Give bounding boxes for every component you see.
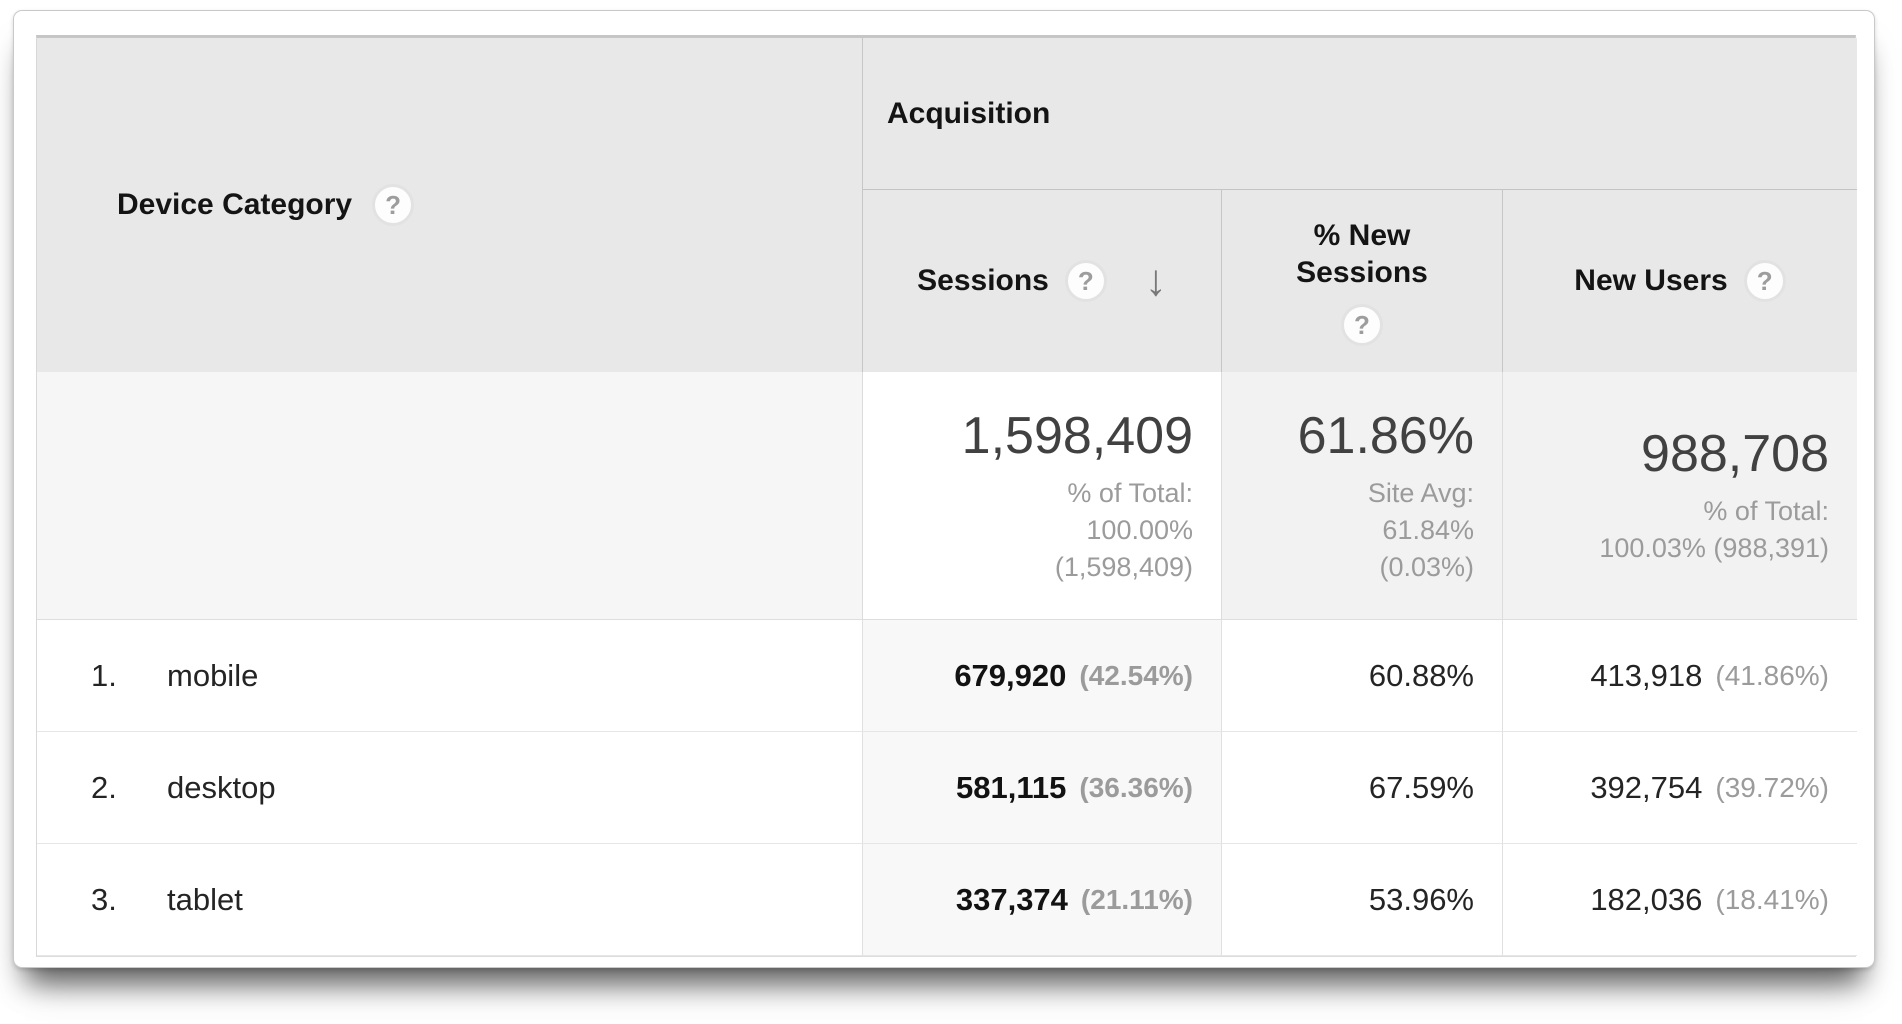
new-users-label: New Users (1574, 264, 1728, 297)
table-cell-new-users: 413,918 (41.86%) (1503, 620, 1857, 732)
table-cell-percent-new-sessions: 60.88% (1222, 620, 1503, 732)
row-device-label: mobile (167, 657, 259, 693)
help-icon[interactable]: ? (1743, 260, 1786, 302)
row-device-label: tablet (167, 881, 243, 917)
table-cell-new-users: 392,754 (39.72%) (1503, 732, 1857, 844)
help-icon[interactable]: ? (372, 184, 415, 226)
row-rank: 1. (91, 657, 117, 693)
device-category-table: Device Category ? Acquisition Sessions ?… (36, 35, 1857, 957)
new-users-total-detail: % of Total: 100.03% (988,391) (1599, 496, 1829, 563)
acquisition-label: Acquisition (887, 96, 1051, 130)
column-header-new-users[interactable]: New Users ? (1503, 190, 1857, 372)
screenshot-card: Device Category ? Acquisition Sessions ?… (13, 10, 1875, 968)
summary-sessions: 1,598,409 % of Total: 100.00% (1,598,409… (863, 372, 1222, 620)
help-icon[interactable]: ? (1064, 260, 1107, 302)
table-cell-sessions: 581,115 (36.36%) (863, 732, 1222, 844)
help-icon[interactable]: ? (1341, 303, 1383, 346)
column-header-device-category[interactable]: Device Category ? (37, 38, 863, 372)
table-cell-percent-new-sessions: 67.59% (1222, 732, 1503, 844)
percent-new-sessions-detail: Site Avg: 61.84% (0.03%) (1367, 477, 1474, 582)
column-group-header-acquisition: Acquisition (863, 38, 1857, 190)
sessions-total: 1,598,409 (961, 406, 1193, 465)
row-rank: 3. (91, 881, 117, 917)
sort-descending-icon[interactable]: ↓ (1144, 256, 1167, 305)
table-row-dimension: 3. tablet (37, 844, 863, 956)
summary-dimension-cell (37, 372, 863, 620)
new-users-total: 988,708 (1641, 425, 1829, 483)
row-rank: 2. (91, 769, 117, 805)
percent-new-sessions-total: 61.86% (1297, 406, 1474, 465)
table-row-dimension: 2. desktop (37, 732, 863, 844)
table-cell-percent-new-sessions: 53.96% (1222, 844, 1503, 956)
percent-new-sessions-label: % New Sessions (1296, 218, 1428, 290)
table-cell-sessions: 679,920 (42.54%) (863, 620, 1222, 732)
summary-percent-new-sessions: 61.86% Site Avg: 61.84% (0.03%) (1222, 372, 1503, 620)
sessions-total-detail: % of Total: 100.00% (1,598,409) (1054, 477, 1193, 582)
table-cell-new-users: 182,036 (18.41%) (1503, 844, 1857, 956)
summary-new-users: 988,708 % of Total: 100.03% (988,391) (1503, 372, 1857, 620)
table-row-dimension: 1. mobile (37, 620, 863, 732)
column-header-percent-new-sessions[interactable]: % New Sessions ? (1222, 190, 1503, 372)
sessions-label: Sessions (917, 264, 1049, 297)
row-device-label: desktop (167, 769, 276, 805)
table-cell-sessions: 337,374 (21.11%) (863, 844, 1222, 956)
column-header-sessions[interactable]: Sessions ? ↓ (863, 190, 1222, 372)
device-category-label: Device Category (117, 188, 353, 221)
